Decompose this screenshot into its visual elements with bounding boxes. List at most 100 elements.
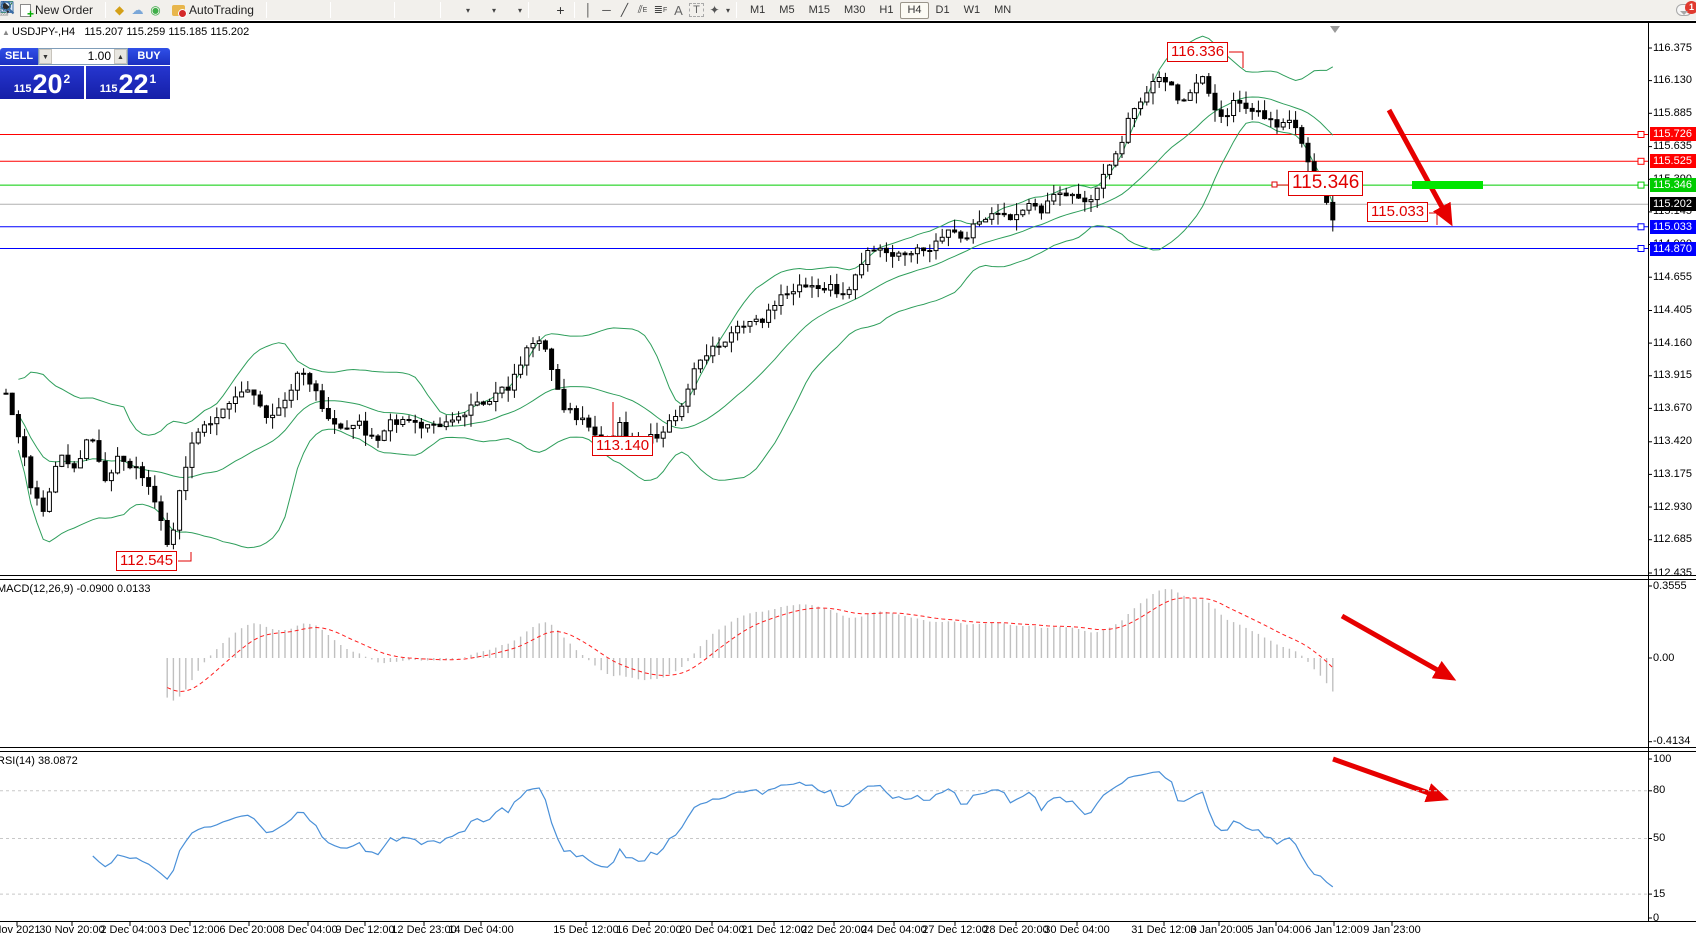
rsi-tick-label: 15 [1653, 887, 1666, 900]
cloud-computer-icon[interactable]: ☁ [131, 3, 144, 17]
price-annotation[interactable]: 113.140 [592, 436, 654, 456]
timeframe-button-h1[interactable]: H1 [879, 3, 894, 16]
timeframe-button-m15[interactable]: M15 [808, 3, 830, 16]
buy-price-pips: 22 [118, 69, 149, 99]
search-icon[interactable] [1, 1, 1670, 18]
template-caret[interactable]: ▾ [517, 5, 522, 15]
shapes-caret[interactable]: ▾ [726, 5, 731, 15]
one-click-trading-panel: SELL ▼ 1.00 ▲ BUY 115 20 2 115 22 1 [0, 48, 170, 99]
time-tick-label: 22 Dec 20:00 [801, 924, 867, 936]
add-indicator-caret[interactable]: ▾ [465, 5, 470, 15]
period-caret[interactable]: ▾ [491, 5, 496, 15]
price-tick-label: 113.915 [1653, 369, 1692, 382]
sell-price-point: 2 [63, 72, 71, 86]
macd-tick-label: 0.3555 [1653, 579, 1687, 592]
trendline-icon[interactable]: ╱ [620, 3, 629, 17]
time-tick-label: 3 Jan 20:00 [1190, 924, 1248, 936]
level-price-badge: 115.726 [1650, 127, 1696, 142]
divider [265, 2, 267, 18]
trade-panel-toggle[interactable]: ▲ [2, 28, 10, 37]
gold-icon[interactable]: ◆ [114, 3, 125, 17]
price-tick-label: 113.420 [1653, 435, 1692, 448]
price-tick-label: 114.655 [1653, 270, 1692, 283]
price-tick-label: 114.405 [1653, 304, 1692, 316]
rsi-tick-label: 0 [1653, 911, 1660, 924]
crosshair-icon[interactable]: + [556, 2, 565, 18]
timeframe-button-m5[interactable]: M5 [779, 3, 795, 16]
vertical-line-icon[interactable]: │ [584, 3, 593, 17]
new-order-button[interactable]: New Order [14, 1, 99, 21]
buy-price-figure: 115 [99, 83, 118, 95]
horizontal-line-icon[interactable]: ─ [602, 3, 611, 17]
timeframe-button-m30[interactable]: M30 [843, 3, 866, 16]
text-label-icon[interactable]: T [689, 3, 704, 17]
price-tick-label: 115.635 [1653, 140, 1692, 153]
divider [439, 2, 441, 18]
notification-badge: 1 [1685, 1, 1696, 14]
price-tick-label: 116.375 [1653, 41, 1692, 54]
price-annotation[interactable]: 116.336 [1167, 42, 1229, 62]
window-border [0, 21, 1696, 23]
macd-label: MACD(12,26,9) -0.0900 0.0133 [0, 583, 151, 595]
rsi-tick-label: 50 [1653, 832, 1666, 844]
shapes-icon[interactable]: ✦ [709, 3, 720, 17]
buy-button[interactable]: BUY [128, 48, 170, 65]
time-tick-label: 5 Jan 04:00 [1247, 924, 1305, 936]
time-tick-label: 30 Nov 20:00 [39, 924, 105, 936]
time-tick-label: 16 Dec 20:00 [616, 924, 682, 936]
divider [105, 2, 107, 18]
rsi-label: RSI(14) 38.0872 [0, 755, 78, 767]
time-tick-label: 24 Dec 04:00 [861, 924, 927, 936]
timeframe-button-mn[interactable]: MN [994, 3, 1012, 16]
level-price-badge: 115.525 [1650, 154, 1696, 169]
divider [329, 2, 331, 18]
level-price-badge: 115.346 [1650, 178, 1696, 193]
volume-input[interactable]: 1.00 [87, 49, 111, 63]
price-tick-label: 114.160 [1653, 336, 1692, 349]
price-annotation[interactable]: 115.346 [1288, 171, 1364, 196]
toolbar: ▨ New Order ◆ ☁ ◉ AutoTrading [0, 0, 1696, 21]
fibonacci-icon[interactable]: ≣ F [653, 3, 668, 16]
time-tick-label: 2 Dec 04:00 [100, 924, 160, 936]
time-tick-label: 9 Dec 12:00 [335, 924, 395, 936]
timeframe-group: M1 M5 M15 M30 H1 H4 D1 W1 MN [743, 1, 1018, 19]
autotrading-icon [172, 4, 188, 18]
divider [574, 2, 575, 18]
price-annotation[interactable]: 115.033 [1367, 202, 1429, 222]
rsi-tick-label: 100 [1653, 752, 1672, 765]
time-tick-label: 21 Dec 12:00 [741, 924, 807, 936]
volume-up-button[interactable]: ▲ [114, 49, 127, 64]
timeframe-button-m1[interactable]: M1 [750, 3, 766, 16]
time-tick-label: 8 Dec 04:00 [278, 924, 338, 936]
chat-icon[interactable]: 1 [1676, 1, 1696, 16]
autotrading-button[interactable]: AutoTrading [166, 1, 260, 19]
text-icon[interactable]: A [674, 2, 683, 18]
price-tick-label: 112.435 [1653, 566, 1692, 579]
new-order-icon [20, 3, 34, 21]
timeframe-button-w1[interactable]: W1 [963, 3, 981, 16]
volume-down-button[interactable]: ▼ [39, 49, 52, 64]
divider [736, 2, 738, 18]
time-tick-label: 15 Dec 12:00 [553, 924, 619, 936]
time-tick-label: 28 Dec 20:00 [983, 924, 1049, 936]
channel-icon[interactable]: ⫽ E [637, 3, 648, 16]
price-tick-label: 113.670 [1653, 401, 1692, 414]
new-order-label: New Order [35, 3, 94, 17]
price-tick-label: 112.685 [1653, 533, 1692, 546]
timeframe-button-d1[interactable]: D1 [935, 3, 950, 16]
buy-price[interactable]: 115 22 1 [86, 66, 170, 99]
buy-price-point: 1 [149, 72, 157, 86]
time-tick-label: Nov 2021 [0, 924, 41, 936]
price-annotation[interactable]: 112.545 [116, 551, 178, 571]
timeframe-button-h4[interactable]: H4 [900, 1, 929, 19]
sell-button[interactable]: SELL [0, 48, 38, 65]
signal-icon[interactable]: ◉ [150, 3, 161, 17]
sell-price[interactable]: 115 20 2 [0, 66, 84, 99]
price-tick-label: 115.885 [1653, 106, 1692, 119]
autotrading-label: AutoTrading [189, 3, 254, 17]
macd-tick-label: 0.00 [1653, 651, 1675, 664]
time-tick-label: 20 Dec 04:00 [679, 924, 745, 936]
cursor-icon[interactable] [3, 1, 550, 18]
time-tick-label: 31 Dec 12:00 [1131, 924, 1197, 936]
